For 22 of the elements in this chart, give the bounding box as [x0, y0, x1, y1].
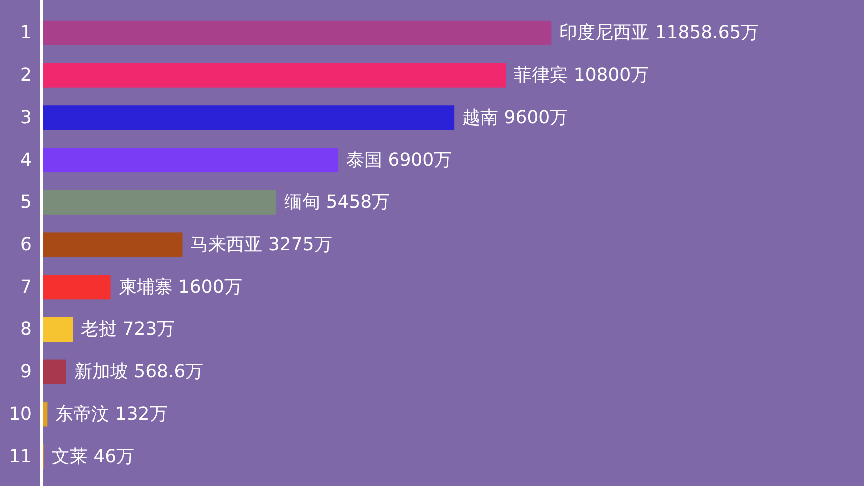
- data-label: 马来西亚 3275万: [190, 234, 332, 256]
- data-label: 越南 9600万: [462, 107, 568, 128]
- y-tick-label: 7: [20, 276, 32, 298]
- y-tick-label: 9: [20, 362, 32, 383]
- data-label: 缅甸 5458万: [284, 192, 390, 214]
- y-tick-label: 5: [20, 192, 32, 214]
- data-label: 菲律宾 10800万: [514, 65, 650, 86]
- data-label: 东帝汶 132万: [56, 404, 168, 425]
- data-label: 柬埔寨 1600万: [118, 276, 242, 298]
- y-tick-label: 2: [20, 65, 32, 86]
- y-tick-label: 4: [20, 150, 32, 171]
- y-tick-label: 11: [9, 446, 32, 468]
- y-tick-label: 1: [20, 22, 32, 44]
- y-tick-label: 3: [20, 107, 32, 128]
- data-label: 泰国 6900万: [346, 150, 452, 171]
- data-label: 老挝 723万: [81, 319, 176, 340]
- data-label: 文莱 46万: [52, 446, 135, 468]
- data-label: 印度尼西亚 11858.65万: [560, 22, 760, 44]
- y-tick-label: 8: [20, 319, 32, 340]
- y-tick-label: 6: [20, 234, 32, 256]
- data-label: 新加坡 568.6万: [74, 362, 204, 383]
- y-tick-label: 10: [9, 404, 32, 425]
